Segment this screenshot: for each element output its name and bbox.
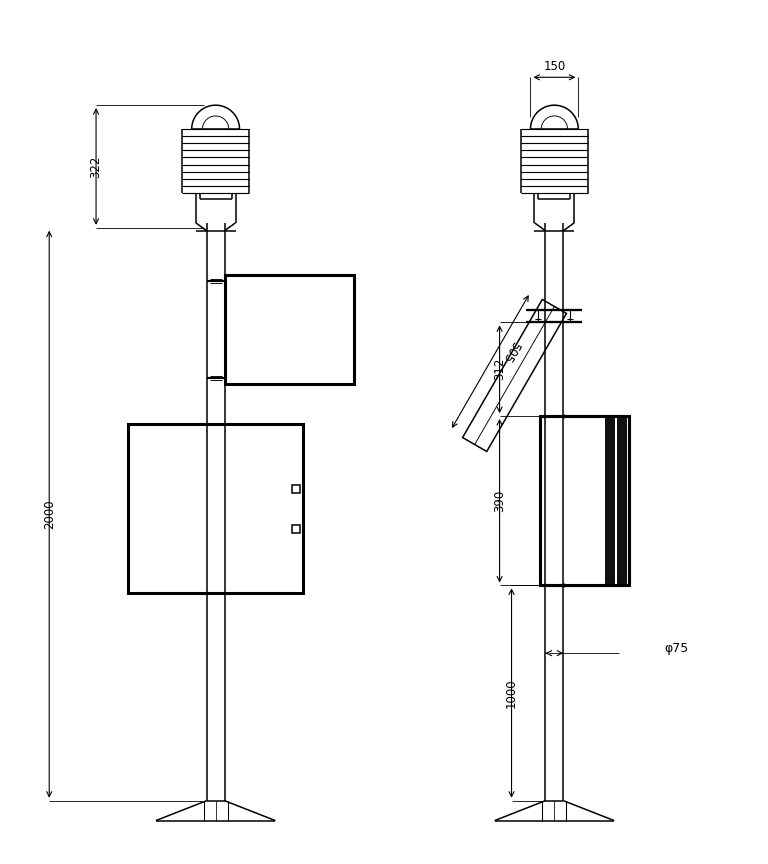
Text: 505: 505 (499, 339, 521, 365)
Text: 390: 390 (493, 490, 506, 511)
Bar (605, 416, 615, 586)
Bar (224, 275, 354, 384)
Text: 150: 150 (543, 60, 565, 73)
Text: φ75: φ75 (664, 642, 688, 655)
Text: 322: 322 (90, 156, 103, 178)
Text: 312: 312 (493, 358, 506, 380)
Text: 1000: 1000 (505, 678, 518, 708)
Text: 2000: 2000 (43, 499, 56, 529)
Bar (617, 416, 627, 586)
Bar (293, 485, 300, 492)
Polygon shape (462, 300, 567, 452)
Bar (128, 424, 303, 594)
Bar (293, 524, 300, 532)
Bar (541, 416, 629, 586)
